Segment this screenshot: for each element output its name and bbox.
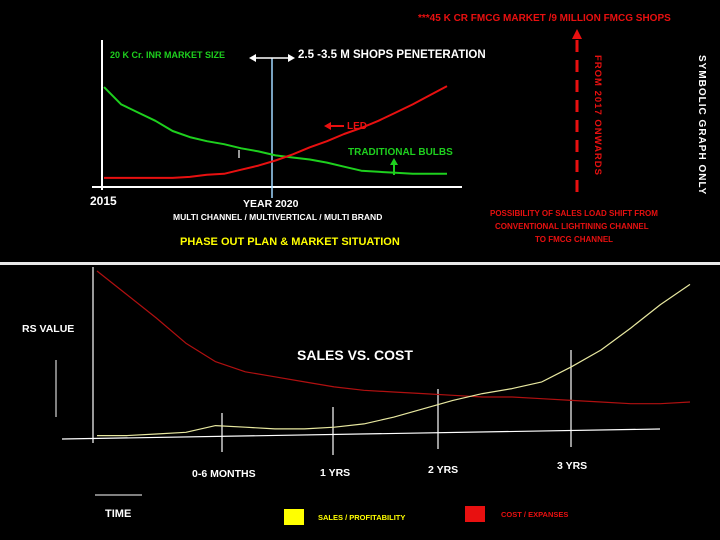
- rs-value-label: RS VALUE: [22, 323, 75, 335]
- sales-shift-line3: TO FMCG CHANNEL: [535, 235, 614, 244]
- fmcg-arrow-head: [572, 29, 582, 39]
- milestone-label: 1 YRS: [320, 467, 351, 479]
- legend-sales-swatch: [284, 509, 304, 525]
- sales-vs-cost-panel: RS VALUE SALES VS. COST 0-6 MONTHS 1 YRS…: [0, 265, 720, 540]
- milestone-label: 3 YRS: [557, 460, 588, 472]
- time-label: TIME: [105, 508, 132, 520]
- sales-vs-cost-title: SALES VS. COST: [297, 347, 413, 363]
- fmcg-market-note: ***45 K CR FMCG MARKET /9 MILLION FMCG S…: [418, 13, 671, 24]
- led-label: LED: [347, 121, 367, 132]
- phase-out-chart: [92, 29, 582, 200]
- legend-cost-swatch: [465, 506, 485, 522]
- traditional-bulbs-label: TRADITIONAL BULBS: [348, 147, 453, 158]
- legend-sales-label: SALES / PROFITABILITY: [318, 513, 406, 522]
- bottom-x-axis: [61, 428, 661, 440]
- series-line-sales-profitability: [97, 283, 691, 437]
- legend-cost-label: COST / EXPANSES: [501, 510, 569, 519]
- phase-out-panel: ***45 K CR FMCG MARKET /9 MILLION FMCG S…: [0, 0, 720, 262]
- series-line-traditional-bulbs: [103, 86, 447, 175]
- panel-divider: [0, 262, 720, 265]
- penetration-label: 2.5 -3.5 M SHOPS PENETERATION: [298, 49, 486, 61]
- milestone-label: 0-6 MONTHS: [192, 468, 256, 480]
- market-arrow-left-head: [249, 54, 256, 62]
- market-arrow-right-head: [288, 54, 295, 62]
- series-line-cost-expanses: [96, 270, 691, 405]
- sales-shift-line2: CONVENTIONAL LIGHTINING CHANNEL: [495, 222, 649, 231]
- led-arrow-head: [324, 122, 331, 130]
- phase-out-title: PHASE OUT PLAN & MARKET SITUATION: [180, 236, 400, 248]
- symbolic-graph-label: SYMBOLIC GRAPH ONLY: [696, 55, 707, 196]
- traditional-arrow-head: [390, 158, 398, 165]
- series-line-led: [104, 85, 448, 179]
- milestone-label: 2 YRS: [428, 464, 459, 476]
- sales-shift-line1: POSSIBILITY OF SALES LOAD SHIFT FROM: [490, 209, 658, 218]
- from-2017-label: FROM 2017 ONWARDS: [592, 55, 603, 176]
- market-size-label: 20 K Cr. INR MARKET SIZE: [110, 50, 226, 60]
- year-2015-label: 2015: [90, 194, 117, 208]
- year-2020-label: YEAR 2020: [243, 198, 299, 210]
- sales-vs-cost-chart: [55, 267, 691, 496]
- channel-note: MULTI CHANNEL / MULTIVERTICAL / MULTI BR…: [173, 212, 383, 222]
